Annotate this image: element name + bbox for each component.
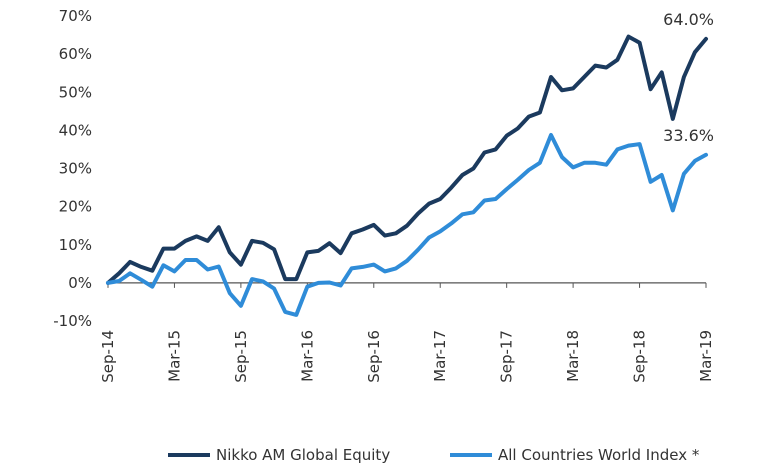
x-tick-label: Sep-18 <box>631 330 649 383</box>
y-tick-label: 40% <box>59 121 92 139</box>
series-line-nikko <box>106 34 708 285</box>
annotations: 64.0% 33.6% <box>663 10 714 145</box>
series-line-acwi <box>106 133 708 317</box>
legend-label-nikko: Nikko AM Global Equity <box>216 446 390 464</box>
end-value-label: 33.6% <box>663 126 714 145</box>
y-tick-label: 50% <box>59 83 92 101</box>
x-tick-label: Mar-19 <box>697 330 715 382</box>
legend-label-acwi: All Countries World Index * <box>498 446 700 464</box>
legend: Nikko AM Global Equity All Countries Wor… <box>168 446 700 464</box>
y-axis: -10% 0% 10% 20% 30% 40% 50% 60% 70% <box>53 7 92 330</box>
y-tick-label: 60% <box>59 45 92 63</box>
y-tick-label: 0% <box>68 274 92 292</box>
y-tick-label: -10% <box>53 312 92 330</box>
legend-item-acwi: All Countries World Index * <box>450 446 700 464</box>
legend-item-nikko: Nikko AM Global Equity <box>168 446 390 464</box>
x-axis: Sep-14 Mar-15 Sep-15 Mar-16 Sep-16 Mar-17 Sep-… <box>99 282 715 383</box>
end-value-label: 64.0% <box>663 10 714 29</box>
x-tick-label: Mar-15 <box>165 330 183 382</box>
x-tick-label: Sep-15 <box>232 330 250 383</box>
y-tick-label: 10% <box>59 236 92 254</box>
x-tick-label: Mar-16 <box>298 330 316 382</box>
x-tick-label: Sep-14 <box>99 330 117 383</box>
x-tick-label: Mar-17 <box>431 330 449 382</box>
series-layer <box>106 34 708 317</box>
y-tick-label: 20% <box>59 198 92 216</box>
x-tick-label: Sep-16 <box>365 330 383 383</box>
y-tick-label: 30% <box>59 160 92 178</box>
x-tick-label: Sep-17 <box>498 330 516 383</box>
y-tick-label: 70% <box>59 7 92 25</box>
x-tick-label: Mar-18 <box>564 330 582 382</box>
